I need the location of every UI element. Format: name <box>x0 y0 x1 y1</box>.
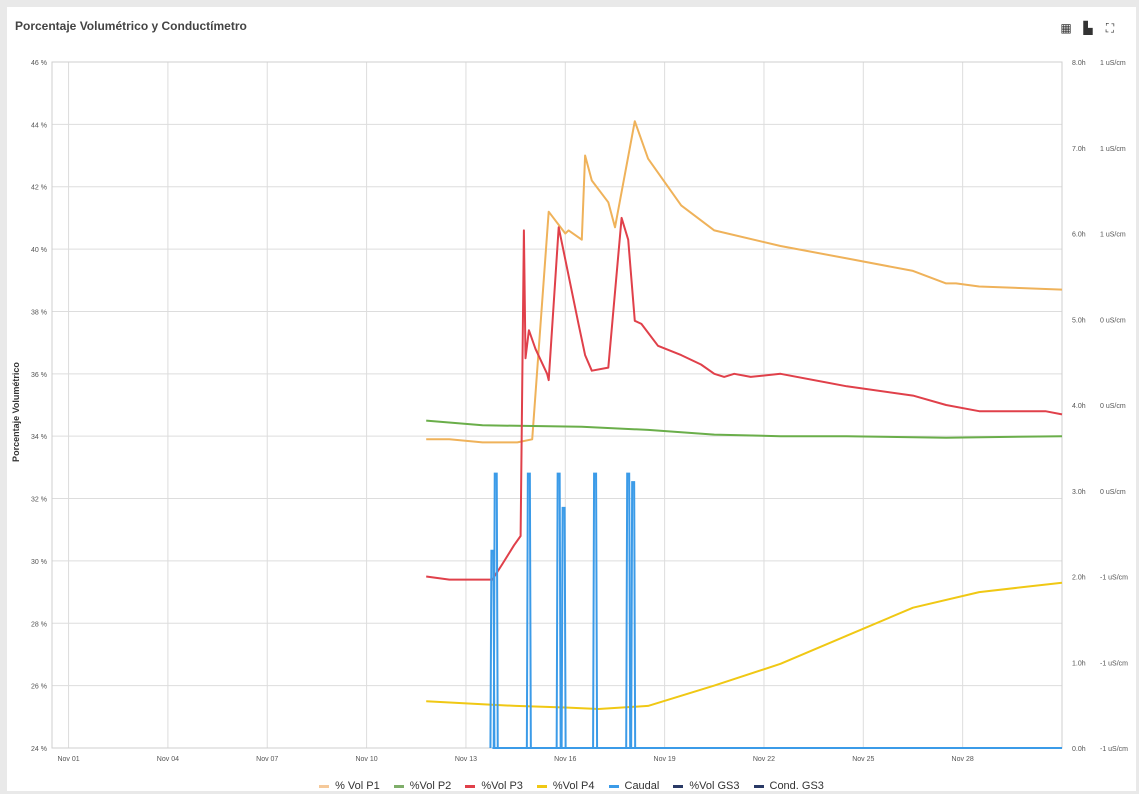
x-tick-label: Nov 01 <box>57 756 79 763</box>
x-tick-label: Nov 25 <box>852 756 874 763</box>
legend-swatch <box>319 784 330 788</box>
y-tick-label: 46 % <box>31 60 47 67</box>
y-tick-label: 40 % <box>31 247 47 254</box>
series--vol-p3 <box>426 216 1063 581</box>
legend-swatch <box>465 784 476 788</box>
document-icon[interactable]: ▙ <box>1083 21 1093 35</box>
y3-tick-label: -1 uS/cm <box>1100 575 1128 582</box>
legend-swatch <box>608 784 619 788</box>
y-tick-label: 24 % <box>31 746 47 753</box>
y2-tick-label: 5.0h <box>1072 317 1086 324</box>
y3-tick-label: 0 uS/cm <box>1100 403 1126 410</box>
y2-tick-label: 7.0h <box>1072 146 1086 153</box>
legend-swatch <box>673 784 684 788</box>
x-tick-label: Nov 13 <box>455 756 477 763</box>
y3-tick-label: 0 uS/cm <box>1100 489 1126 496</box>
legend-item[interactable]: %Vol P4 <box>536 779 595 793</box>
legend-item[interactable]: %Vol P2 <box>393 779 452 793</box>
y2-tick-label: 8.0h <box>1072 60 1086 67</box>
legend-item[interactable]: Cond. GS3 <box>753 779 824 793</box>
axes: 24 % 26 % 28 % 30 % 32 % 34 % 36 % 38 % 40 % 42 %… <box>31 60 1128 763</box>
y3-tick-label: -1 uS/cm <box>1100 660 1128 667</box>
y3-tick-label: -1 uS/cm <box>1100 746 1128 753</box>
legend-item[interactable]: % Vol P1 <box>319 779 380 793</box>
series--vol-p1 <box>426 120 1063 444</box>
y3-tick-label: 1 uS/cm <box>1100 60 1126 67</box>
x-tick-label: Nov 10 <box>355 756 377 763</box>
chart-svg: 24 % 26 % 28 % 30 % 32 % 34 % 36 % 38 % 40 % 42 %… <box>11 60 1128 763</box>
y3-tick-label: 1 uS/cm <box>1100 232 1126 239</box>
fullscreen-icon[interactable]: ⛶ <box>1105 21 1115 35</box>
series-layer <box>426 120 1063 749</box>
chart-card: Porcentaje Volumétrico y Conductímetro ▦… <box>7 7 1136 793</box>
legend-label: %Vol P3 <box>481 780 523 792</box>
y-tick-label: 44 % <box>31 122 47 129</box>
y2-tick-label: 3.0h <box>1072 489 1086 496</box>
legend-label: Cond. GS3 <box>769 780 824 792</box>
caudal-spike <box>555 472 562 749</box>
y-tick-label: 26 % <box>31 684 47 691</box>
legend-swatch <box>536 784 547 788</box>
y3-tick-label: 1 uS/cm <box>1100 146 1126 153</box>
legend-item[interactable]: Caudal <box>608 779 660 793</box>
legend-label: %Vol GS3 <box>689 780 740 792</box>
y2-tick-label: 6.0h <box>1072 232 1086 239</box>
y-tick-label: 28 % <box>31 621 47 628</box>
x-tick-label: Nov 19 <box>654 756 676 763</box>
y2-tick-label: 0.0h <box>1072 746 1086 753</box>
legend-item[interactable]: %Vol P3 <box>465 779 523 793</box>
legend-item[interactable]: %Vol GS3 <box>673 779 740 793</box>
caudal-spike <box>625 472 632 749</box>
legend-label: Caudal <box>624 780 660 792</box>
legend-label: %Vol P4 <box>552 780 595 792</box>
y2-tick-label: 1.0h <box>1072 660 1086 667</box>
y2-tick-label: 4.0h <box>1072 403 1086 410</box>
table-icon[interactable]: ▦ <box>1060 21 1072 35</box>
y-tick-label: 30 % <box>31 559 47 566</box>
legend-swatch <box>753 784 764 788</box>
y3-tick-label: 0 uS/cm <box>1100 317 1126 324</box>
chart-title: Porcentaje Volumétrico y Conductímetro <box>15 19 247 33</box>
x-tick-label: Nov 07 <box>256 756 278 763</box>
caudal-spike <box>560 506 567 749</box>
caudal-spike <box>592 472 599 749</box>
legend-swatch <box>393 784 404 788</box>
legend-label: %Vol P2 <box>409 780 452 792</box>
y-tick-label: 36 % <box>31 372 47 379</box>
caudal-spike <box>630 481 637 749</box>
y-tick-label: 32 % <box>31 497 47 504</box>
y2-tick-label: 2.0h <box>1072 575 1086 582</box>
x-tick-label: Nov 04 <box>157 756 179 763</box>
y-tick-label: 42 % <box>31 185 47 192</box>
y-axis-label: Porcentaje Volumétrico <box>11 362 21 462</box>
y-tick-label: 34 % <box>31 434 47 441</box>
caudal-spike <box>525 472 532 749</box>
x-tick-label: Nov 28 <box>952 756 974 763</box>
legend: % Vol P1 %Vol P2 %Vol P3 %Vol P4 Caudal %Vol … <box>7 779 1136 793</box>
x-tick-label: Nov 16 <box>554 756 576 763</box>
x-tick-label: Nov 22 <box>753 756 775 763</box>
series--vol-p2 <box>426 419 1063 439</box>
legend-label: % Vol P1 <box>335 780 380 792</box>
series--vol-p4 <box>426 581 1063 710</box>
caudal-spike <box>492 472 499 749</box>
y-tick-label: 38 % <box>31 309 47 316</box>
